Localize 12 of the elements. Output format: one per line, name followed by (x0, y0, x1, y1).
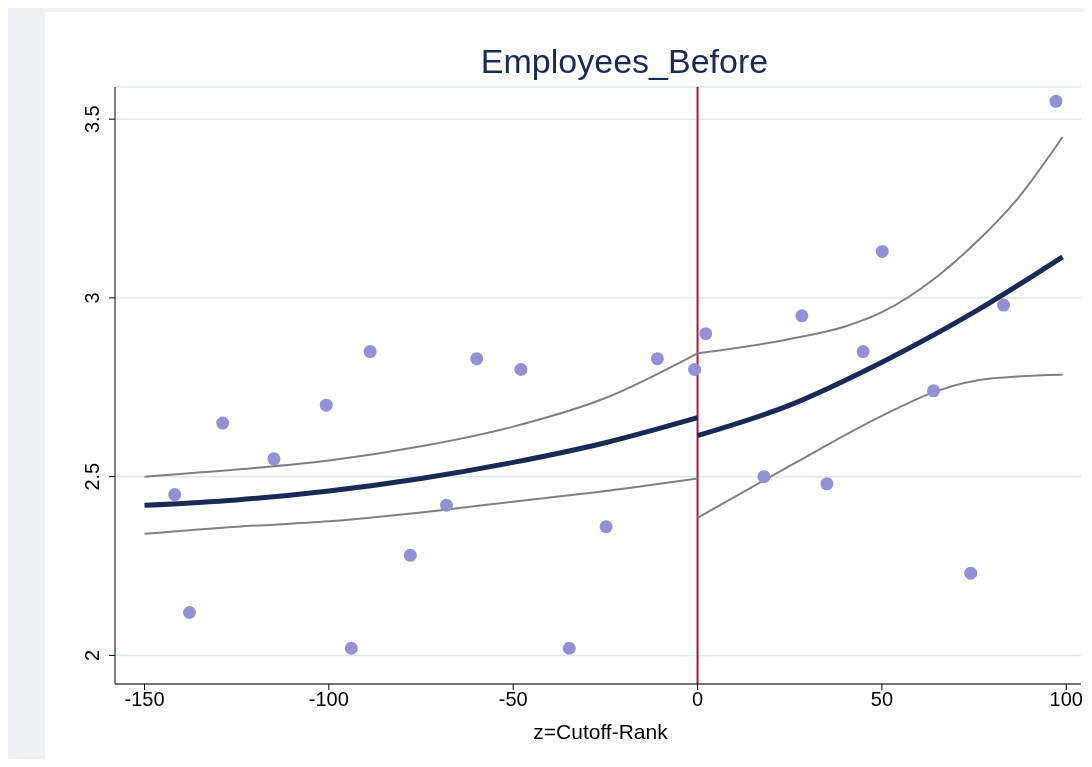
y-tick-label: 3.5 (81, 105, 103, 134)
y-tick-label: 3 (81, 292, 103, 304)
y-tick-label: 2 (81, 649, 103, 661)
x-tick-label: 50 (870, 688, 894, 711)
y-tick-label: 2.5 (81, 462, 103, 491)
x-tick-label: 100 (1049, 688, 1083, 711)
x-tick-label: -50 (498, 688, 528, 711)
x-axis-title: z=Cutoff-Rank (532, 720, 669, 744)
chart-title: Employees_Before (479, 42, 770, 81)
x-tick-label: -100 (308, 688, 349, 711)
x-tick-label: 0 (691, 688, 704, 711)
x-tick-label: -150 (124, 688, 165, 711)
